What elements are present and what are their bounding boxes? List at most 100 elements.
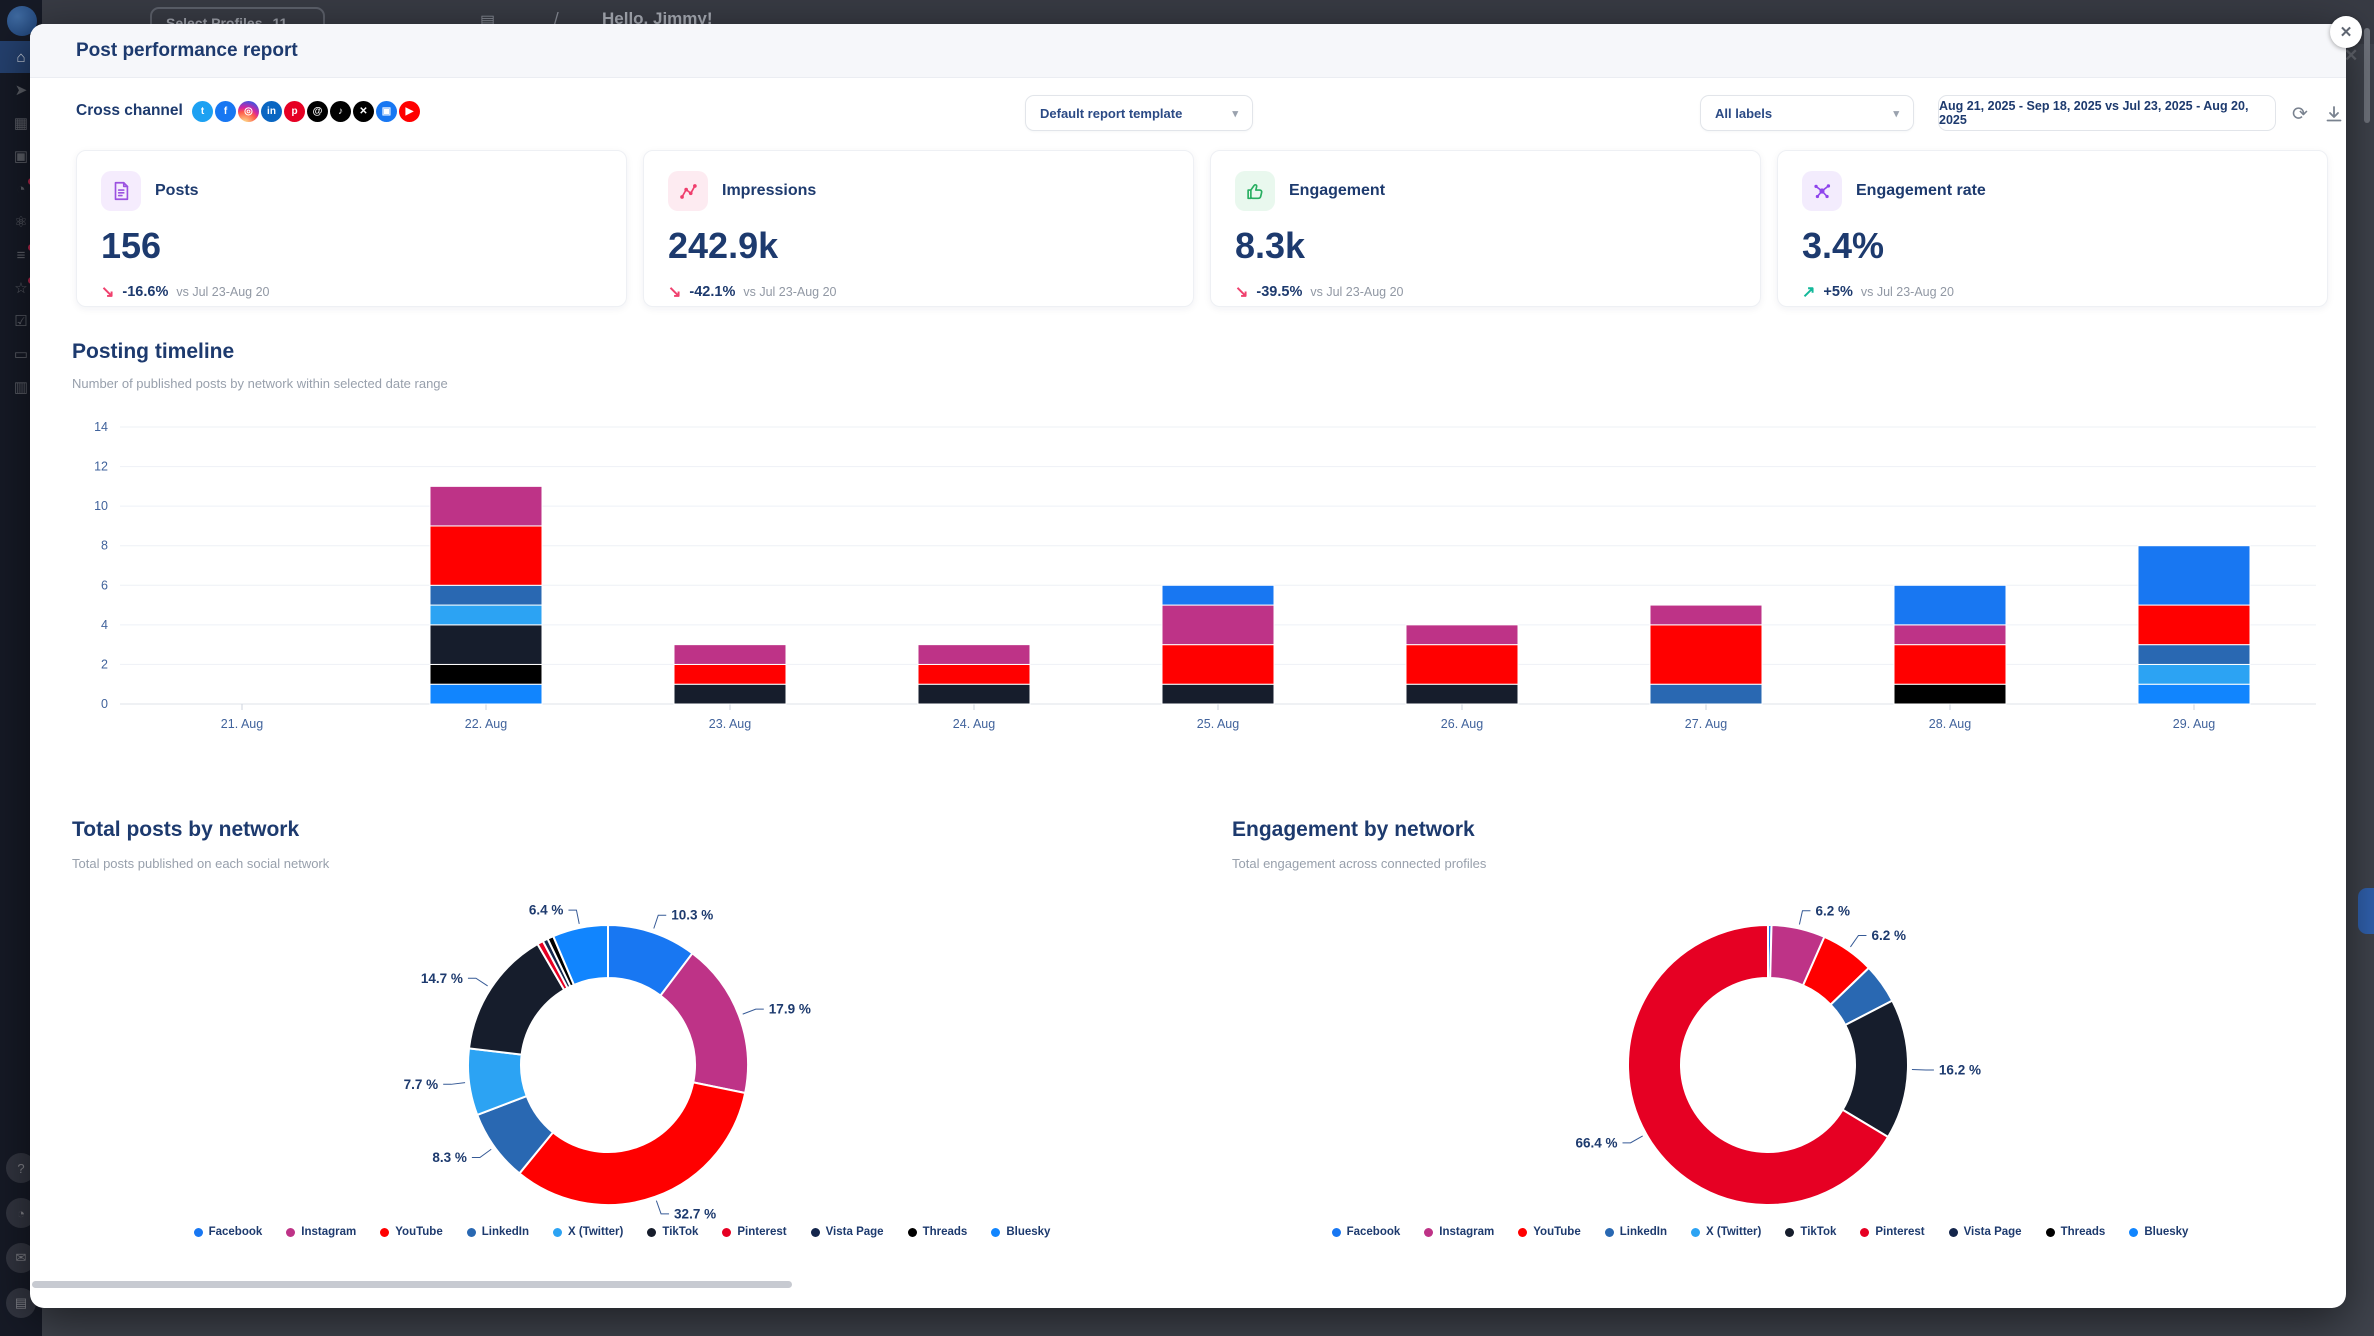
bar-segment-facebook xyxy=(1161,584,1275,606)
legend-item-threads[interactable]: Threads xyxy=(907,1226,968,1238)
legend-item-vista-page[interactable]: Vista Page xyxy=(1948,1226,2022,1238)
page-scrollbar[interactable] xyxy=(2364,28,2370,123)
bar-segment-tiktok xyxy=(1161,683,1275,705)
legend-label: LinkedIn xyxy=(481,1226,529,1238)
media-icon: ▣ xyxy=(13,148,29,165)
sidebar-item-listening[interactable]: ⚛ xyxy=(0,206,42,238)
publish-icon: ➤ xyxy=(14,82,28,99)
sidebar-item-media[interactable]: ▣ xyxy=(0,140,42,172)
legend-item-bluesky[interactable]: Bluesky xyxy=(2129,1226,2188,1238)
linkedin-icon[interactable]: in xyxy=(261,101,282,122)
bar-segment-instagram xyxy=(1649,604,1763,626)
sidebar-item-publish[interactable]: ➤ xyxy=(0,74,42,106)
legend-item-tiktok[interactable]: TikTok xyxy=(647,1226,698,1238)
refresh-icon[interactable]: ⟳ xyxy=(2292,103,2308,125)
bar-segment-facebook xyxy=(1893,584,2007,626)
svg-text:28. Aug: 28. Aug xyxy=(1929,717,1971,731)
legend-dot xyxy=(1331,1227,1341,1237)
legend-item-facebook[interactable]: Facebook xyxy=(1331,1226,1400,1238)
tiktok-icon[interactable]: ♪ xyxy=(330,101,351,122)
calendar-icon: ▦ xyxy=(13,115,29,132)
donut-slice-youtube xyxy=(518,1081,747,1206)
listening-icon: ⚛ xyxy=(14,214,28,231)
legend-item-youtube[interactable]: YouTube xyxy=(380,1226,443,1238)
legend-label: Bluesky xyxy=(1006,1226,1051,1238)
legend-item-linkedin[interactable]: LinkedIn xyxy=(1604,1226,1667,1238)
legend-label: Threads xyxy=(922,1226,968,1238)
legend-item-instagram[interactable]: Instagram xyxy=(1424,1226,1494,1238)
kpi-cards-row: Posts 156 ↘ -16.6% vs Jul 23-Aug 20 Impressio… xyxy=(76,150,2328,307)
svg-text:29. Aug: 29. Aug xyxy=(2173,717,2215,731)
labels-select[interactable]: All labels ▾ xyxy=(1700,95,1914,131)
kpi-label: Engagement xyxy=(1289,182,1386,199)
bar-segment-threads xyxy=(429,663,543,685)
legend-item-pinterest[interactable]: Pinterest xyxy=(1860,1226,1925,1238)
donut-label: 6.2 % xyxy=(1815,903,1850,918)
tasks-icon: ☑ xyxy=(14,313,28,330)
facebook-icon[interactable]: f xyxy=(215,101,236,122)
analytics-icon: ≡ xyxy=(16,246,26,264)
legend-item-x-twitter-[interactable]: X (Twitter) xyxy=(1691,1226,1761,1238)
kpi-delta: ↘ -39.5% vs Jul 23-Aug 20 xyxy=(1235,282,1403,302)
close-button[interactable]: ✕ xyxy=(2330,16,2362,48)
x-icon[interactable]: ✕ xyxy=(353,101,374,122)
kpi-value: 242.9k xyxy=(668,225,779,266)
trend-down-icon: ↘ xyxy=(101,284,115,301)
sidebar-item-apps[interactable]: ▥ xyxy=(0,371,42,403)
billing-icon: ▭ xyxy=(13,346,29,363)
legend-dot xyxy=(1860,1227,1870,1237)
legend-item-threads[interactable]: Threads xyxy=(2045,1226,2105,1238)
instagram-icon[interactable]: ◎ xyxy=(238,101,259,122)
legend-dot xyxy=(2129,1227,2139,1237)
legend-label: TikTok xyxy=(662,1226,699,1238)
legend-item-bluesky[interactable]: Bluesky xyxy=(991,1226,1050,1238)
legend-label: TikTok xyxy=(1800,1226,1837,1238)
bar-segment-tiktok xyxy=(673,683,787,705)
chat-button[interactable] xyxy=(2358,888,2374,934)
page-title: Post performance report xyxy=(76,40,298,61)
legend-label: Instagram xyxy=(1439,1226,1495,1238)
legend-item-x-twitter-[interactable]: X (Twitter) xyxy=(553,1226,623,1238)
legend-item-tiktok[interactable]: TikTok xyxy=(1785,1226,1836,1238)
donut-label: 6.4 % xyxy=(529,903,564,918)
kpi-delta: ↗ +5% vs Jul 23-Aug 20 xyxy=(1802,282,1954,302)
donut-label: 7.7 % xyxy=(404,1077,439,1092)
legend-item-linkedin[interactable]: LinkedIn xyxy=(466,1226,529,1238)
svg-text:14: 14 xyxy=(94,420,108,434)
legend-item-facebook[interactable]: Facebook xyxy=(193,1226,262,1238)
legend-item-pinterest[interactable]: Pinterest xyxy=(722,1226,787,1238)
date-range-button[interactable]: Aug 21, 2025 - Sep 18, 2025 vs Jul 23, 2… xyxy=(1938,95,2276,131)
kpi-label: Posts xyxy=(155,182,199,199)
kpi-compare-label: vs Jul 23-Aug 20 xyxy=(176,285,270,299)
legend-dot xyxy=(810,1227,820,1237)
legend-dot xyxy=(722,1227,732,1237)
labels-select-value: All labels xyxy=(1715,105,1773,121)
timeline-section-title: Posting timeline xyxy=(72,340,235,363)
channel-selector[interactable]: Cross channel ⌄ xyxy=(76,102,205,120)
legend-item-vista-page[interactable]: Vista Page xyxy=(810,1226,884,1238)
sidebar-item-billing[interactable]: ▭ xyxy=(0,338,42,370)
legend-item-instagram[interactable]: Instagram xyxy=(286,1226,356,1238)
svg-text:26. Aug: 26. Aug xyxy=(1441,717,1483,731)
bar-segment-youtube xyxy=(1405,644,1519,685)
bar-segment-tiktok xyxy=(1405,683,1519,705)
download-icon[interactable] xyxy=(2322,102,2346,126)
legend-label: Vista Page xyxy=(825,1226,884,1238)
vista-page-icon[interactable]: ▣ xyxy=(376,101,397,122)
underlying-close-icon: ✕ xyxy=(2344,46,2359,65)
legend-item-youtube[interactable]: YouTube xyxy=(1518,1226,1581,1238)
report-template-select[interactable]: Default report template ▾ xyxy=(1025,95,1253,131)
twitter-icon[interactable]: t xyxy=(192,101,213,122)
bar-segment-linkedin xyxy=(429,584,543,606)
legend-label: Instagram xyxy=(301,1226,357,1238)
youtube-icon[interactable]: ▶ xyxy=(399,101,420,122)
sidebar-item-calendar[interactable]: ▦ xyxy=(0,107,42,139)
svg-text:10: 10 xyxy=(94,499,108,513)
donut-label: 8.3 % xyxy=(432,1150,467,1165)
pinterest-icon[interactable]: p xyxy=(284,101,305,122)
horizontal-scrollbar[interactable] xyxy=(32,1281,792,1288)
svg-text:25. Aug: 25. Aug xyxy=(1197,717,1239,731)
threads-icon[interactable]: @ xyxy=(307,101,328,122)
sidebar-item-tasks[interactable]: ☑ xyxy=(0,305,42,337)
engagement-thumbsup-icon xyxy=(1235,171,1275,211)
